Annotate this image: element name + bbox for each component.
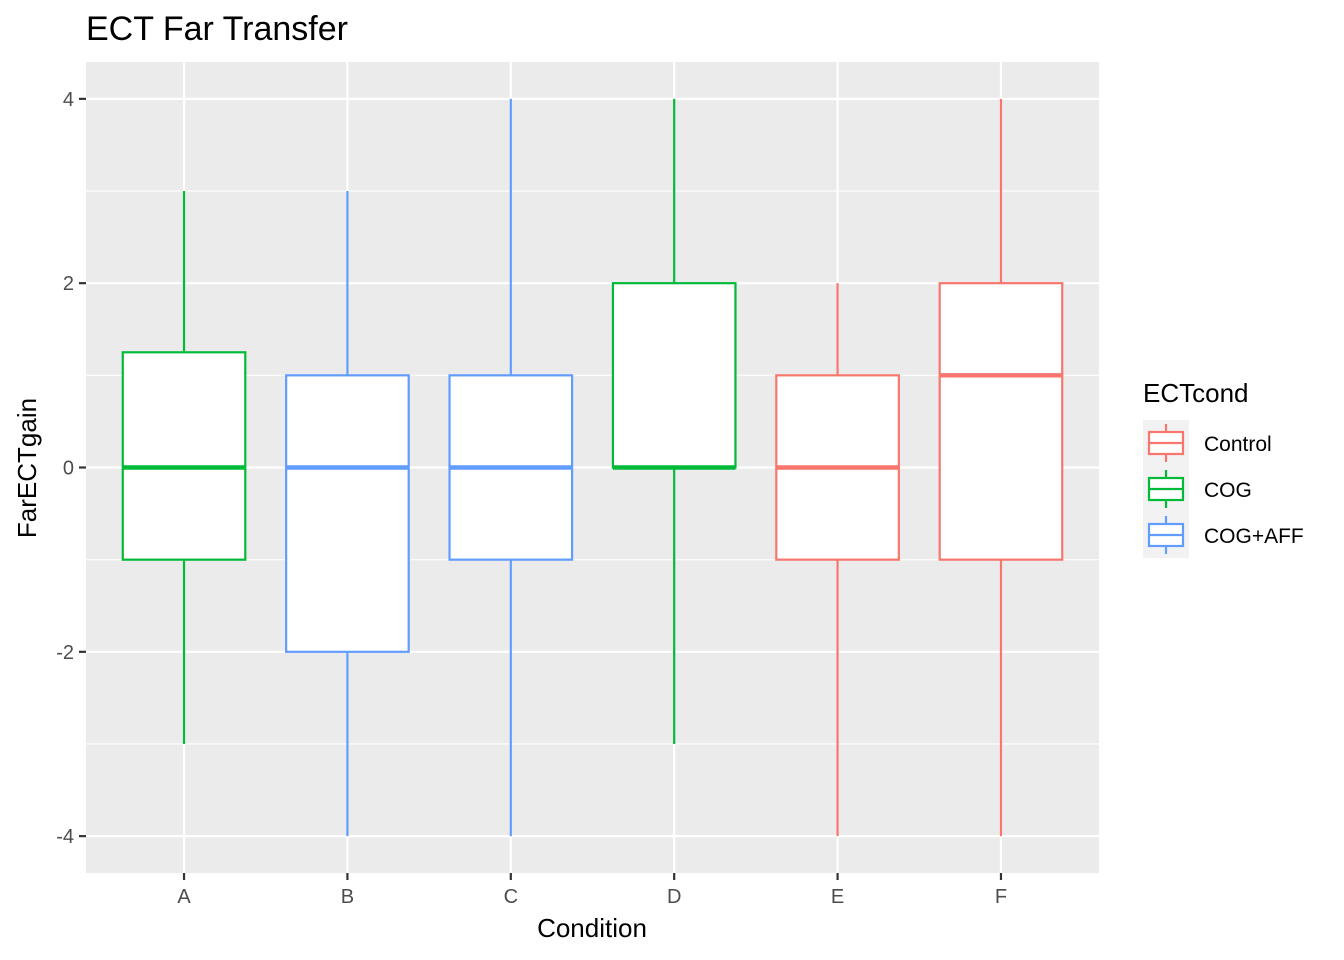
legend-title: ECTcond bbox=[1143, 378, 1249, 408]
legend-keys: Control COG COG+AFF bbox=[1143, 420, 1304, 558]
x-tick-label: D bbox=[667, 886, 681, 908]
legend-item: COG bbox=[1143, 466, 1252, 512]
legend: ECTcond Control COG COG+AFF bbox=[1143, 378, 1304, 558]
y-tick-label: -4 bbox=[56, 826, 74, 848]
x-axis: A B C D E F bbox=[177, 873, 1007, 908]
y-tick-label: -2 bbox=[56, 642, 74, 664]
legend-item: COG+AFF bbox=[1143, 512, 1304, 558]
x-tick-label: F bbox=[995, 886, 1007, 908]
legend-label: COG+AFF bbox=[1204, 525, 1304, 548]
y-axis: -4 -2 0 2 4 bbox=[56, 89, 86, 848]
box-body bbox=[285, 374, 410, 653]
box-body bbox=[938, 282, 1064, 561]
box-F bbox=[938, 98, 1064, 837]
y-axis-title: FarECTgain bbox=[12, 398, 42, 538]
x-tick-label: B bbox=[341, 886, 354, 908]
chart-title: ECT Far Transfer bbox=[86, 10, 348, 48]
box-D bbox=[611, 98, 737, 744]
y-tick-label: 4 bbox=[63, 89, 74, 111]
box-body bbox=[611, 282, 737, 469]
box-body bbox=[121, 351, 247, 561]
box-B bbox=[285, 191, 410, 837]
x-tick-label: A bbox=[177, 886, 191, 908]
legend-label: Control bbox=[1204, 433, 1272, 456]
box-E bbox=[775, 283, 900, 837]
legend-item: Control bbox=[1143, 420, 1272, 466]
x-tick-label: E bbox=[831, 886, 844, 908]
boxes bbox=[121, 98, 1064, 837]
x-axis-title: Condition bbox=[537, 913, 647, 943]
y-tick-label: 2 bbox=[63, 273, 74, 295]
y-tick-label: 0 bbox=[63, 458, 74, 480]
box-C bbox=[448, 98, 574, 837]
legend-label: COG bbox=[1204, 479, 1252, 502]
x-tick-label: C bbox=[504, 886, 518, 908]
box-A bbox=[121, 191, 247, 744]
